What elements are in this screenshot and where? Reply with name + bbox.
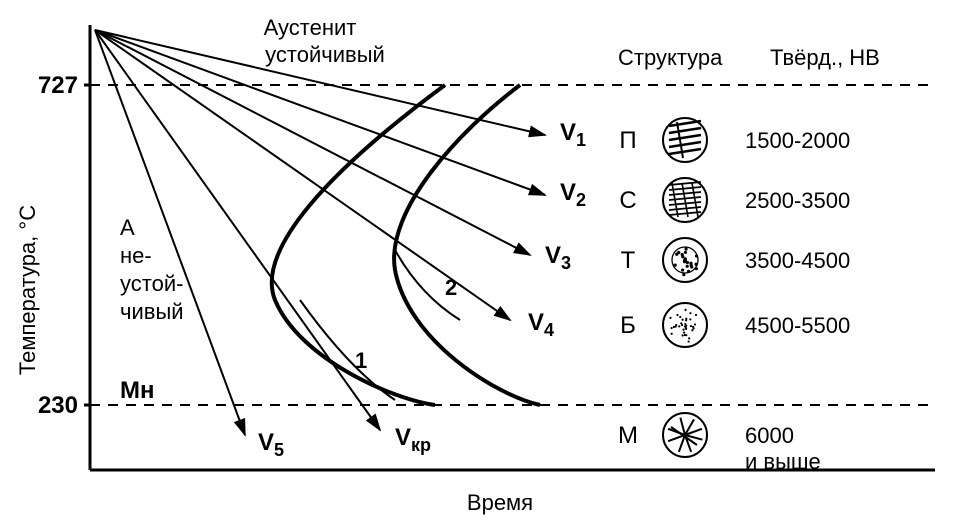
cooling-line-v5 — [95, 30, 245, 435]
col-header-structure: Структура — [618, 45, 723, 70]
x-axis-label: Время — [467, 490, 533, 515]
austenite-stable-label-2: устойчивый — [265, 42, 385, 67]
bainite-icon-inner — [669, 309, 697, 343]
cooling-line-label: V1 — [560, 119, 586, 150]
cooling-line-label: V4 — [528, 309, 554, 340]
cooling-line-label: V3 — [545, 242, 571, 273]
svg-text:устой-: устой- — [120, 271, 183, 296]
cooling-line-label: V5 — [258, 429, 284, 460]
inner-curve-label: 1 — [355, 348, 367, 373]
perlite-icon-inner — [669, 121, 701, 158]
cooling-line-label: Vкр — [395, 424, 431, 455]
austenite-stable-label: Аустенит — [264, 15, 357, 40]
svg-text:чивый: чивый — [120, 299, 184, 324]
structure-letter: М — [618, 422, 638, 449]
sorbite-icon-inner — [669, 182, 701, 217]
cooling-line-label: V2 — [560, 179, 586, 210]
structure-letter: С — [619, 187, 636, 214]
structure-letter: Б — [620, 312, 636, 339]
hardness-value-2: и выше — [745, 449, 821, 474]
troostite-icon-inner — [672, 247, 698, 276]
col-header-hardness: Твёрд., НВ — [770, 45, 880, 70]
hardness-value: 4500-5500 — [745, 313, 850, 338]
structure-letter: П — [619, 127, 636, 154]
hardness-value: 1500-2000 — [745, 128, 850, 153]
martensite-icon-inner — [668, 418, 702, 452]
cooling-line-vkr — [95, 30, 380, 430]
svg-text:не-: не- — [120, 243, 152, 268]
structure-letter: Т — [621, 247, 636, 274]
mn-label: Мн — [120, 377, 155, 404]
hardness-value: 6000 — [745, 423, 794, 448]
cct-diagram: Температура, °С Время 727 230 Аустенитустойч… — [0, 0, 972, 524]
hardness-value: 3500-4500 — [745, 248, 850, 273]
y-tick-label: 230 — [38, 392, 78, 419]
y-axis-label: Температура, °С — [15, 205, 40, 375]
y-tick-label: 727 — [38, 72, 78, 99]
c-curve-finish — [394, 85, 540, 405]
hardness-value: 2500-3500 — [745, 188, 850, 213]
region-label: А — [120, 215, 135, 240]
